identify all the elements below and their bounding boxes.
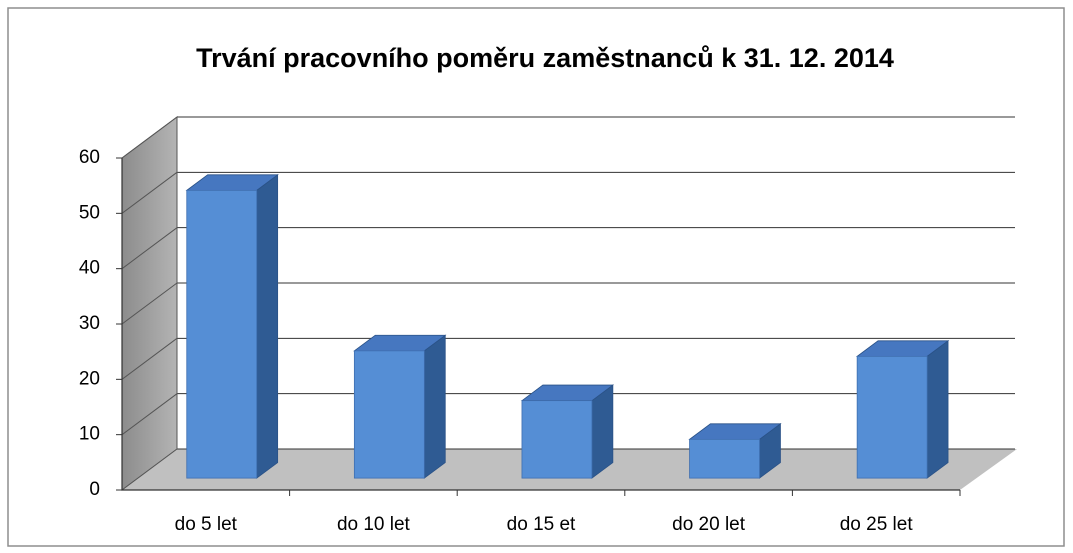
y-tick-label: 20	[79, 368, 100, 389]
y-tick-label: 0	[89, 479, 100, 500]
grid-line	[121, 171, 178, 214]
grid-line	[121, 227, 178, 270]
bar-front	[353, 350, 425, 479]
y-tick-label: 10	[79, 424, 100, 445]
bar-side	[926, 339, 949, 479]
bar	[688, 422, 782, 479]
bar	[185, 173, 279, 479]
bar-side	[423, 334, 446, 479]
grid-line	[121, 448, 178, 491]
grid-line	[121, 282, 178, 325]
x-tick-label: do 5 let	[175, 514, 238, 535]
x-tick-label: do 15 et	[507, 514, 576, 535]
x-tick-label: do 10 let	[337, 514, 411, 535]
bar-front	[689, 438, 760, 479]
bar-side	[256, 173, 279, 479]
y-tick-label: 40	[79, 258, 100, 279]
y-tick-label: 50	[79, 202, 100, 223]
x-tick-label: do 20 let	[672, 514, 746, 535]
y-tick-label: 60	[79, 147, 100, 168]
chart-title: Trvání pracovního poměru zaměstnanců k 3…	[196, 43, 894, 73]
bar-side	[591, 384, 614, 479]
bar	[520, 384, 615, 479]
bar-front	[856, 355, 928, 479]
bar-front	[521, 400, 593, 479]
y-tick-label: 30	[79, 313, 100, 334]
grid-line	[121, 337, 178, 380]
grid-line	[121, 393, 178, 436]
bar	[353, 334, 447, 479]
grid-line	[121, 116, 178, 159]
x-tick-label: do 25 let	[840, 514, 914, 535]
bar-front	[186, 189, 258, 479]
bar	[855, 339, 950, 479]
